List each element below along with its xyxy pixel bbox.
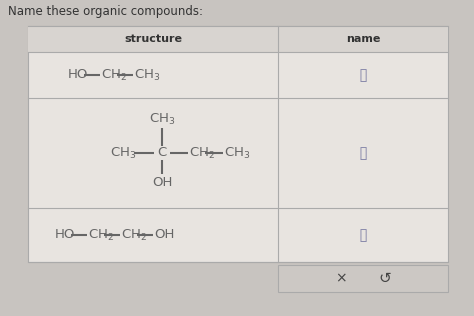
Text: Name these organic compounds:: Name these organic compounds:: [8, 5, 203, 19]
Text: structure: structure: [124, 34, 182, 44]
Text: CH$_2$: CH$_2$: [121, 228, 147, 243]
Text: HO: HO: [68, 69, 88, 82]
Text: ↺: ↺: [379, 271, 392, 286]
Text: ×: ×: [335, 271, 347, 285]
Text: ▯: ▯: [358, 66, 367, 84]
FancyBboxPatch shape: [278, 265, 448, 292]
Text: ▯: ▯: [358, 144, 367, 162]
Text: C: C: [157, 147, 167, 160]
Text: CH$_3$: CH$_3$: [110, 145, 137, 161]
Text: OH: OH: [154, 228, 174, 241]
Text: CH$_3$: CH$_3$: [134, 67, 161, 82]
Text: CH$_3$: CH$_3$: [224, 145, 250, 161]
Text: CH$_2$: CH$_2$: [101, 67, 127, 82]
Text: CH$_3$: CH$_3$: [149, 112, 175, 126]
Text: CH$_2$: CH$_2$: [88, 228, 114, 243]
FancyBboxPatch shape: [28, 26, 448, 262]
Text: CH$_2$: CH$_2$: [189, 145, 215, 161]
Text: HO: HO: [55, 228, 75, 241]
Text: ▯: ▯: [358, 226, 367, 244]
Text: name: name: [346, 34, 380, 44]
Text: OH: OH: [152, 177, 172, 190]
FancyBboxPatch shape: [28, 26, 448, 52]
